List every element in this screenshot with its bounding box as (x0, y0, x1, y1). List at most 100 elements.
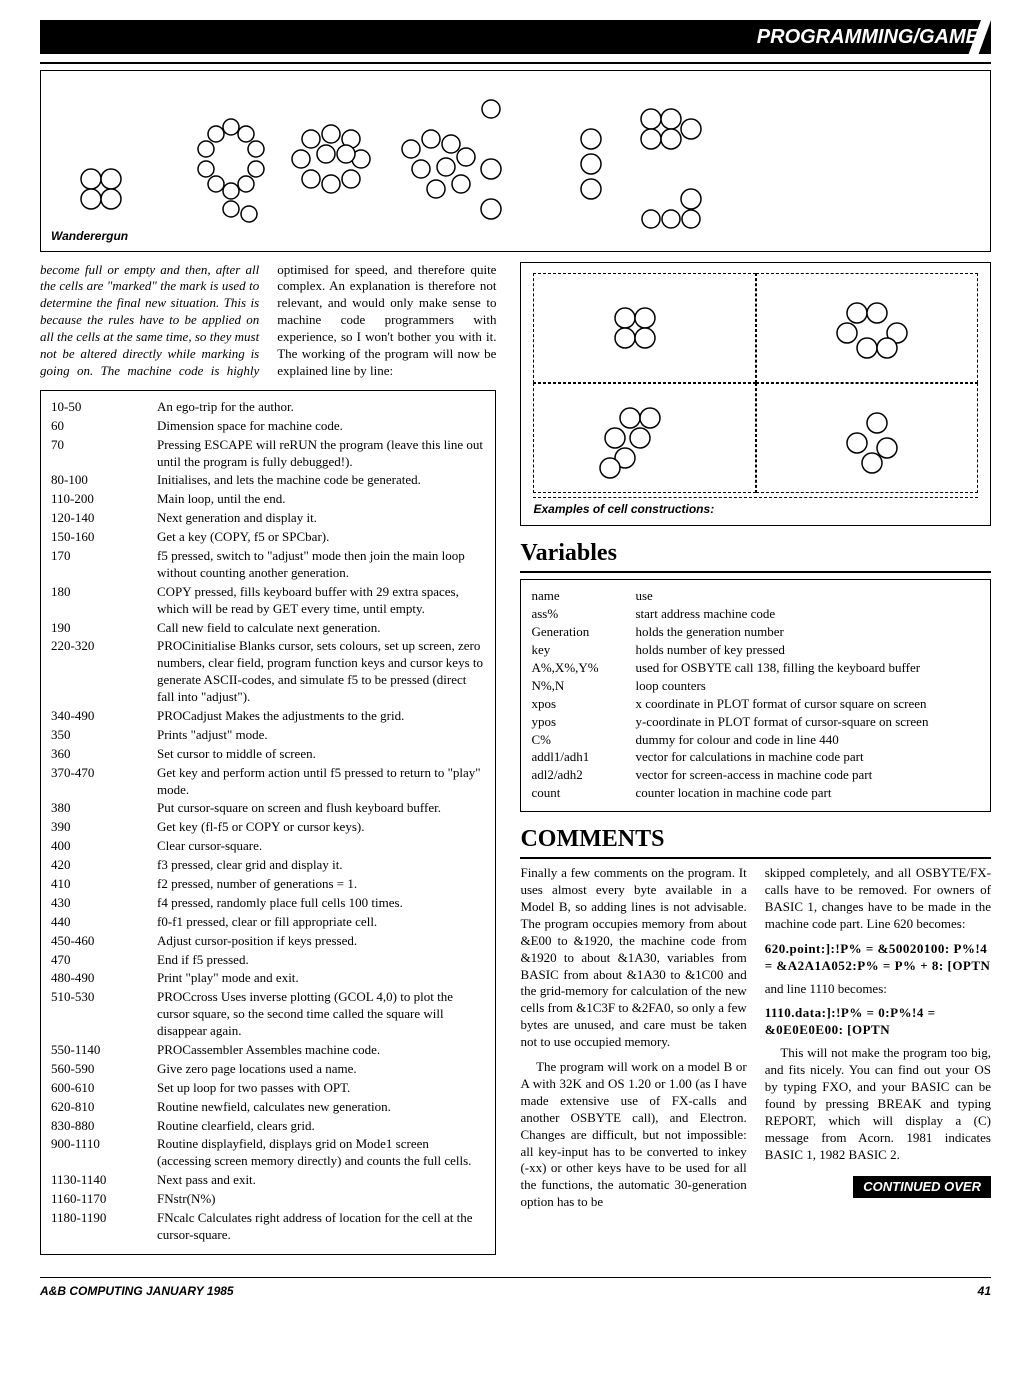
line-num: 830-880 (51, 1118, 143, 1135)
line-row: 510-530PROCcross Uses inverse plotting (… (51, 989, 485, 1040)
line-row: 1160-1170FNstr(N%) (51, 1191, 485, 1208)
line-num: 450-460 (51, 933, 143, 950)
variable-name: count (531, 785, 621, 802)
line-desc: Routine newfield, calculates new generat… (157, 1099, 485, 1116)
line-num: 60 (51, 418, 143, 435)
line-num: 410 (51, 876, 143, 893)
variable-use: x coordinate in PLOT format of cursor sq… (635, 696, 980, 713)
intro-p2: optimised for speed, and therefore quite… (277, 262, 496, 378)
line-row: 380Put cursor-square on screen and flush… (51, 800, 485, 817)
variable-name: xpos (531, 696, 621, 713)
line-desc: Get key (fl-f5 or COPY or cursor keys). (157, 819, 485, 836)
variable-row: Generationholds the generation number (531, 624, 980, 641)
line-row: 360Set cursor to middle of screen. (51, 746, 485, 763)
variable-row: adl2/adh2vector for screen-access in mac… (531, 767, 980, 784)
comments-p5: This will not make the program too big, … (765, 1045, 991, 1163)
section-header: PROGRAMMING/GAME (40, 20, 991, 54)
code-2: 1110.data:]:!P% = 0:P%!4 = &0E0E0E00: [O… (765, 1005, 991, 1039)
line-desc: Give zero page locations used a name. (157, 1061, 485, 1078)
line-row: 480-490Print "play" mode and exit. (51, 970, 485, 987)
comments-p2: The program will work on a model B or A … (520, 1059, 746, 1211)
line-num: 370-470 (51, 765, 143, 799)
variable-row: yposy-coordinate in PLOT format of curso… (531, 714, 980, 731)
line-row: 550-1140 PROCassembler Assembles machine … (51, 1042, 485, 1059)
line-row: 560-590Give zero page locations used a n… (51, 1061, 485, 1078)
line-desc: Next pass and exit. (157, 1172, 485, 1189)
variables-heading: Variables (520, 538, 991, 573)
line-desc: PROCadjust Makes the adjustments to the … (157, 708, 485, 725)
line-row: 830-880Routine clearfield, clears grid. (51, 1118, 485, 1135)
variables-header-row: name use (531, 588, 980, 605)
line-num: 440 (51, 914, 143, 931)
line-desc: Pressing ESCAPE will reRUN the program (… (157, 437, 485, 471)
line-desc: f4 pressed, randomly place full cells 10… (157, 895, 485, 912)
line-num: 600-610 (51, 1080, 143, 1097)
variable-row: countcounter location in machine code pa… (531, 785, 980, 802)
wanderer-svg (51, 79, 951, 229)
line-row: 410f2 pressed, number of generations = 1… (51, 876, 485, 893)
line-desc: Initialises, and lets the machine code b… (157, 472, 485, 489)
line-desc: Main loop, until the end. (157, 491, 485, 508)
variable-row: addl1/adh1vector for calculations in mac… (531, 749, 980, 766)
line-row: 180COPY pressed, fills keyboard buffer w… (51, 584, 485, 618)
line-desc: PROCassembler Assembles machine code. (157, 1042, 485, 1059)
variable-row: keyholds number of key pressed (531, 642, 980, 659)
var-head-name: name (531, 588, 621, 605)
footer-right: 41 (978, 1284, 991, 1300)
variable-name: key (531, 642, 621, 659)
line-num: 360 (51, 746, 143, 763)
code-1: 620.point:]:!P% = &50020100: P%!4 = &A2A… (765, 941, 991, 975)
line-desc: Adjust cursor-position if keys pressed. (157, 933, 485, 950)
line-num: 470 (51, 952, 143, 969)
variable-name: A%,X%,Y% (531, 660, 621, 677)
line-desc: End if f5 pressed. (157, 952, 485, 969)
line-row: 390Get key (fl-f5 or COPY or cursor keys… (51, 819, 485, 836)
variable-use: start address machine code (635, 606, 980, 623)
line-row: 350Prints "adjust" mode. (51, 727, 485, 744)
line-row: 190Call new field to calculate next gene… (51, 620, 485, 637)
variable-use: loop counters (635, 678, 980, 695)
line-row: 110-200 Main loop, until the end. (51, 491, 485, 508)
comments-p1: Finally a few comments on the program. I… (520, 865, 746, 1051)
line-row: 470 End if f5 pressed. (51, 952, 485, 969)
line-row: 600-610 Set up loop for two passes with O… (51, 1080, 485, 1097)
line-num: 550-1140 (51, 1042, 143, 1059)
comments-p4: and line 1110 becomes: (765, 981, 991, 998)
line-num: 1180-1190 (51, 1210, 143, 1244)
line-desc: f5 pressed, switch to "adjust" mode then… (157, 548, 485, 582)
line-num: 1160-1170 (51, 1191, 143, 1208)
line-num: 190 (51, 620, 143, 637)
line-row: 170f5 pressed, switch to "adjust" mode t… (51, 548, 485, 582)
variable-name: ass% (531, 606, 621, 623)
line-row: 1130-1140 Next pass and exit. (51, 1172, 485, 1189)
line-desc: Next generation and display it. (157, 510, 485, 527)
line-desc: Set up loop for two passes with OPT. (157, 1080, 485, 1097)
var-head-use: use (635, 588, 980, 605)
line-desc: PROCinitialise Blanks cursor, sets colou… (157, 638, 485, 706)
line-num: 1130-1140 (51, 1172, 143, 1189)
variables-table: name use ass% start address machine codeG… (520, 579, 991, 812)
line-num: 400 (51, 838, 143, 855)
line-row: 400Clear cursor-square. (51, 838, 485, 855)
continued-badge: CONTINUED OVER (853, 1176, 991, 1199)
line-row: 70 Pressing ESCAPE will reRUN the program… (51, 437, 485, 471)
cell-example-2 (756, 273, 978, 383)
line-num: 110-200 (51, 491, 143, 508)
line-num: 510-530 (51, 989, 143, 1040)
line-desc: FNcalc Calculates right address of locat… (157, 1210, 485, 1244)
line-num: 340-490 (51, 708, 143, 725)
cell-example-4 (756, 383, 978, 493)
line-num: 70 (51, 437, 143, 471)
line-num: 420 (51, 857, 143, 874)
variable-use: vector for calculations in machine code … (635, 749, 980, 766)
line-row: 120-140 Next generation and display it. (51, 510, 485, 527)
comments-heading: COMMENTS (520, 824, 991, 859)
variable-name: C% (531, 732, 621, 749)
line-desc: Get key and perform action until f5 pres… (157, 765, 485, 799)
line-num: 180 (51, 584, 143, 618)
line-num: 380 (51, 800, 143, 817)
line-num: 120-140 (51, 510, 143, 527)
left-column: become full or empty and then, after all… (40, 262, 496, 1255)
line-row: 80-100Initialises, and lets the machine … (51, 472, 485, 489)
line-desc: Prints "adjust" mode. (157, 727, 485, 744)
